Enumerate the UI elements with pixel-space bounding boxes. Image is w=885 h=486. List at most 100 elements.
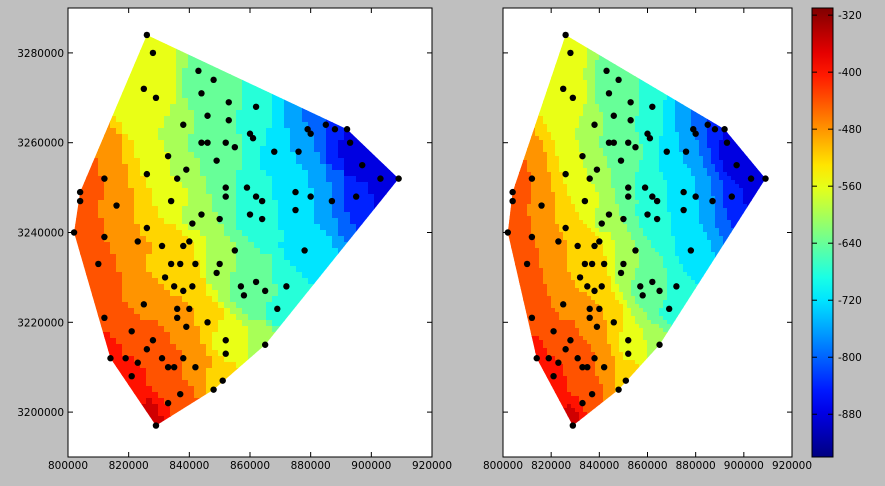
left-fill-cell [164,386,171,393]
left-fill-cell [200,374,207,381]
left-fill-cell [194,134,201,141]
left-fill-cell [122,206,129,213]
left-fill-cell [266,164,273,171]
left-fill-cell [308,236,315,243]
left-fill-cell [278,170,285,177]
left-fill-cell [110,224,117,231]
left-fill-cell [248,182,255,189]
left-fill-cell [158,104,165,111]
left-fill-cell [206,332,213,339]
left-fill-cell [368,164,375,171]
left-fill-cell [230,326,237,333]
left-fill-cell [296,164,303,171]
left-fill-cell [128,86,135,93]
left-fill-cell [146,308,153,315]
left-fill-cell [320,206,327,213]
left-fill-cell [188,104,195,111]
left-fill-cell [338,164,345,171]
left-fill-cell [338,146,345,153]
left-fill-cell [290,164,297,171]
left-fill-cell [176,104,183,111]
left-fill-cell [170,224,177,231]
left-fill-cell [92,206,99,213]
left-fill-cell [104,218,111,225]
left-fill-cell [338,170,345,177]
left-fill-cell [272,98,279,105]
left-fill-cell [272,254,279,261]
left-fill-cell [266,110,273,117]
left-data-point [213,157,220,164]
left-fill-cell [134,80,141,87]
left-fill-cell [332,212,339,219]
left-fill-cell [206,290,213,297]
left-fill-cell [338,134,345,141]
left-fill-cell [188,290,195,297]
left-fill-cell [92,242,99,249]
left-fill-cell [146,212,153,219]
left-fill-cell [260,278,267,285]
left-fill-cell [152,254,159,261]
left-fill-cell [158,296,165,303]
left-fill-cell [194,56,201,63]
left-fill-cell [158,374,165,381]
left-fill-cell [134,272,141,279]
left-data-point [189,283,196,290]
left-fill-cell [302,290,309,297]
left-fill-cell [314,236,321,243]
left-fill-cell [164,194,171,201]
left-fill-cell [152,146,159,153]
left-fill-cell [206,248,213,255]
left-fill-cell [146,356,153,363]
left-fill-cell [206,146,213,153]
left-fill-cell [176,146,183,153]
left-fill-cell [104,170,111,177]
left-fill-cell [242,116,249,123]
left-fill-cell [122,290,129,297]
left-fill-cell [320,116,327,123]
left-fill-cell [302,218,309,225]
left-fill-cell [176,212,183,219]
left-fill-cell [128,314,135,321]
left-fill-cell [152,410,159,417]
left-fill-cell [302,194,309,201]
left-fill-cell [116,200,123,207]
left-fill-cell [128,332,135,339]
left-fill-cell [290,248,297,255]
left-fill-cell [182,116,189,123]
left-x-axis: 800000 820000 840000 860000 880000 900000 9200… [48,8,452,472]
left-fill-cell [314,146,321,153]
left-fill-cell [224,74,231,81]
left-fill-cell [194,62,201,69]
left-fill-cell [266,116,273,123]
left-fill-cell [134,302,141,309]
left-fill-cell [374,200,381,207]
left-fill-cell [254,188,261,195]
left-fill-cell [326,224,333,231]
left-fill-cell [128,92,135,99]
left-x-tick-label: 900000 [351,460,391,472]
left-fill-cell [284,260,291,267]
left-fill-cell [206,170,213,177]
left-fill-cell [146,332,153,339]
left-fill-cell [242,146,249,153]
left-fill-cell [308,212,315,219]
left-fill-cell [284,308,291,315]
left-fill-cell [140,314,147,321]
left-data-point [180,121,187,128]
left-fill-cell [302,206,309,213]
left-fill-cell [332,194,339,201]
left-fill-cell [212,248,219,255]
left-fill-cell [92,290,99,297]
left-fill-cell [320,158,327,165]
left-fill-cell [260,224,267,231]
left-fill-cell [236,194,243,201]
left-fill-cell [158,110,165,117]
left-data-point [210,386,217,393]
left-fill-cell [140,182,147,189]
left-fill-cell [176,140,183,147]
left-fill-cell [308,158,315,165]
left-fill-cell [80,194,87,201]
left-fill-cell [296,200,303,207]
left-fill-cell [188,56,195,63]
left-fill-cell [128,164,135,171]
